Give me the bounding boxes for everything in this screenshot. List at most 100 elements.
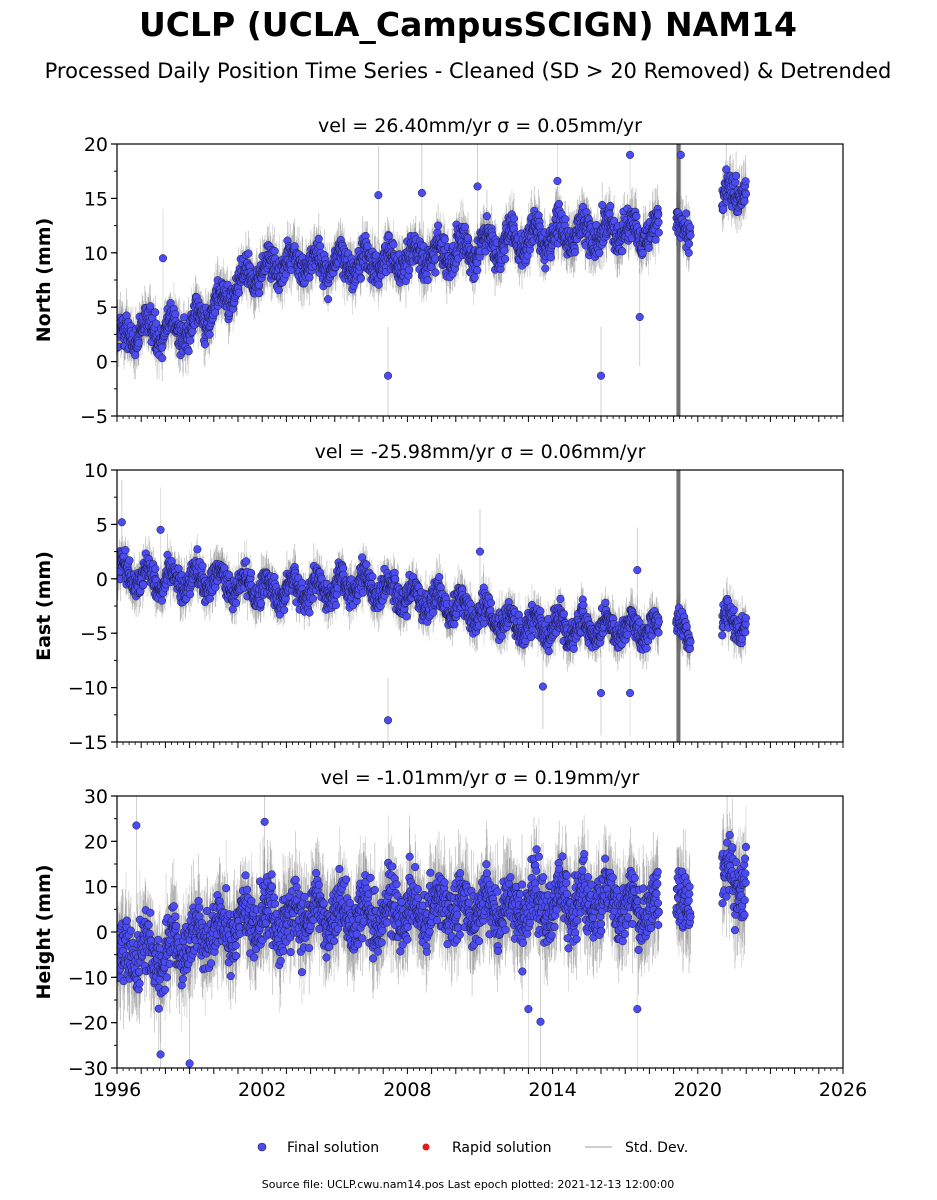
data-point	[570, 248, 579, 257]
data-point	[324, 295, 333, 304]
y-tick-label: 10	[84, 243, 108, 265]
data-point	[423, 276, 432, 285]
data-point	[234, 288, 243, 297]
data-point	[644, 243, 653, 252]
data-point	[314, 234, 323, 243]
data-point	[684, 239, 694, 248]
data-point	[255, 289, 264, 298]
panel-title-east: vel = -25.98mm/yr σ = 0.06mm/yr	[315, 441, 646, 463]
data-point	[417, 188, 426, 198]
data-point	[151, 308, 160, 317]
data-point	[500, 246, 509, 255]
data-point	[682, 209, 691, 218]
data-point	[316, 241, 325, 251]
data-point	[618, 247, 627, 256]
y-tick-label: 0	[96, 352, 108, 374]
data-point	[719, 205, 728, 214]
data-point	[546, 253, 555, 262]
data-point	[134, 339, 143, 348]
data-point	[374, 280, 383, 289]
data-point	[635, 312, 644, 322]
y-tick-label: 20	[84, 134, 108, 156]
data-point	[389, 240, 398, 249]
data-point	[541, 264, 550, 273]
data-point	[383, 371, 393, 380]
data-point	[254, 280, 264, 290]
data-point	[654, 218, 663, 227]
data-point	[270, 247, 279, 256]
data-point	[131, 351, 140, 360]
data-point	[561, 215, 570, 224]
data-point	[686, 231, 695, 240]
data-point	[553, 176, 562, 186]
data-point	[473, 182, 482, 191]
data-point	[470, 273, 479, 282]
data-point	[188, 327, 197, 336]
data-point	[732, 171, 741, 180]
data-point	[274, 286, 283, 295]
data-point	[244, 249, 253, 258]
data-point	[146, 302, 155, 311]
data-point	[684, 248, 693, 257]
data-point	[158, 254, 168, 263]
final-solution-points-north	[117, 150, 751, 380]
data-point	[554, 199, 563, 209]
data-point	[305, 273, 314, 282]
data-point	[431, 268, 440, 277]
data-point	[157, 343, 167, 352]
figure-title: UCLP (UCLA_CampusSCIGN) NAM14	[139, 5, 797, 44]
data-point	[356, 274, 365, 283]
data-point	[171, 310, 180, 319]
data-point	[152, 319, 161, 328]
data-point	[638, 249, 647, 258]
data-point	[722, 165, 731, 174]
y-tick-label: 5	[96, 297, 108, 319]
data-point	[596, 371, 606, 380]
panels: vel = 26.40mm/yr σ = 0.05mm/yr North (mm)…	[33, 115, 867, 1101]
data-point	[482, 212, 491, 221]
data-point	[741, 189, 751, 199]
data-point	[211, 308, 220, 317]
data-point	[509, 214, 518, 223]
figure-subtitle: Processed Daily Position Time Series - C…	[45, 59, 892, 83]
data-point	[651, 235, 660, 244]
y-axis-label-north: North (mm)	[33, 218, 55, 343]
data-point	[606, 201, 615, 210]
data-point	[427, 263, 436, 272]
data-point	[632, 212, 641, 221]
data-point	[434, 221, 443, 230]
data-point	[741, 177, 750, 186]
data-point	[179, 313, 189, 322]
data-point	[200, 340, 209, 349]
panel-east: vel = -25.98mm/yr σ = 0.06mm/yr East (mm)…	[33, 441, 844, 754]
data-point	[186, 336, 195, 345]
data-point	[290, 242, 299, 251]
data-point	[625, 150, 635, 159]
data-point	[654, 228, 663, 237]
plot-area-east	[117, 470, 751, 742]
data-point	[501, 254, 510, 264]
data-point	[740, 197, 749, 206]
data-point	[473, 266, 482, 275]
data-point	[460, 222, 469, 232]
data-point	[374, 191, 383, 200]
y-tick-label: −5	[80, 406, 108, 428]
data-point	[184, 347, 193, 356]
data-point	[158, 354, 167, 363]
data-point	[384, 231, 393, 241]
data-point	[463, 234, 473, 243]
data-point	[595, 248, 604, 258]
y-axis-label-east: East (mm)	[33, 551, 55, 661]
data-point	[440, 235, 449, 244]
data-point	[676, 150, 685, 159]
y-tick-label: 15	[84, 188, 108, 210]
data-point	[686, 223, 695, 232]
plot-area-north	[117, 144, 751, 416]
panel-title-north: vel = 26.40mm/yr σ = 0.05mm/yr	[318, 115, 642, 137]
data-point	[598, 200, 607, 210]
data-point	[205, 330, 214, 339]
data-point	[654, 210, 663, 219]
panel-north: vel = 26.40mm/yr σ = 0.05mm/yr North (mm)…	[33, 115, 844, 428]
data-point	[405, 265, 414, 274]
